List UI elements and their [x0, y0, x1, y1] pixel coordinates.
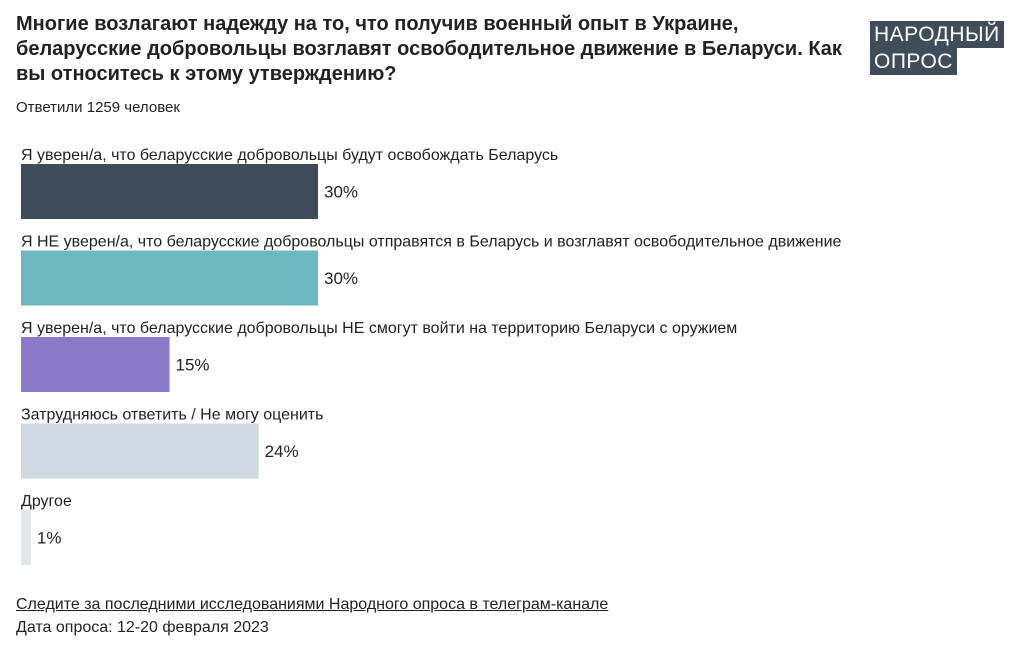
survey-date: Дата опроса: 12-20 февраля 2023 [16, 619, 269, 636]
logo-line-1: НАРОДНЫЙ [870, 21, 1004, 48]
bar [21, 423, 259, 479]
value-label: 30% [324, 269, 358, 288]
telegram-channel-link[interactable]: Следите за последними исследованиями Нар… [16, 596, 609, 613]
category-label: Я уверен/а, что беларусские добровольцы … [21, 320, 737, 337]
chart-title: Многие возлагают надежду на то, что полу… [16, 13, 842, 85]
value-label: 30% [324, 183, 358, 202]
category-label: Затрудняюсь ответить / Не могу оценить [21, 407, 323, 424]
category-label: Я уверен/а, что беларусские добровольцы … [21, 147, 558, 164]
respondents-count: Ответили 1259 человек [16, 99, 180, 116]
value-label: 24% [265, 442, 299, 461]
bar-chart: Я уверен/а, что беларусские добровольцы … [21, 147, 842, 565]
value-label: 15% [176, 356, 210, 375]
bar [21, 164, 318, 219]
bar [21, 250, 318, 306]
logo-line-2: ОПРОС [870, 48, 957, 75]
category-label: Я НЕ уверен/а, что беларусские доброволь… [21, 234, 842, 251]
category-label: Другое [21, 493, 72, 510]
value-label: 1% [37, 529, 62, 548]
narodny-opros-logo: НАРОДНЫЙ ОПРОС [870, 21, 1004, 75]
bar [21, 337, 170, 392]
bar [21, 510, 31, 565]
